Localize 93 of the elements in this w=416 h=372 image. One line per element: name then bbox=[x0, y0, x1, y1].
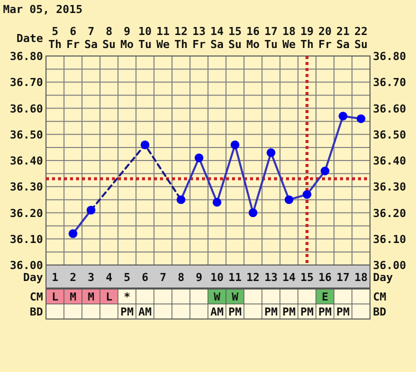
text: PM bbox=[282, 306, 296, 318]
text: PM bbox=[300, 306, 314, 318]
x-tick-label: 16 bbox=[318, 271, 332, 284]
x2-tick-label: 22 Su bbox=[354, 25, 368, 51]
x2-tick-label: 20 Fr bbox=[318, 25, 332, 51]
y-tick-label: 36.70 bbox=[10, 76, 43, 90]
y2-tick-label: 36.70 bbox=[373, 76, 406, 90]
x-tick-label: 1 bbox=[52, 271, 59, 284]
text: M bbox=[70, 290, 76, 304]
y2-tick-label: 36.60 bbox=[373, 102, 406, 116]
x2-tick-label: 15 Su bbox=[228, 25, 242, 51]
y-tick-label: 36.40 bbox=[10, 154, 43, 168]
x2-axis-title: Date bbox=[16, 32, 44, 45]
y2-tick-label: 36.80 bbox=[373, 50, 406, 63]
text: AM bbox=[210, 306, 224, 318]
y2-tick-label: CM bbox=[373, 290, 387, 304]
y2-tick-label: 36.00 bbox=[373, 259, 406, 272]
x-tick-label: 12 bbox=[246, 271, 260, 284]
x2-tick-label: 18 We bbox=[282, 25, 296, 51]
y2-tick-label: 36.20 bbox=[373, 206, 406, 220]
text: PM bbox=[228, 306, 242, 318]
x-tick-label: 9 bbox=[196, 271, 202, 284]
y-tick-label: 36.60 bbox=[10, 102, 43, 116]
text: PM bbox=[120, 306, 134, 318]
point bbox=[266, 148, 276, 158]
x-tick-label: 18 bbox=[354, 271, 368, 284]
x2-tick-label: 13 Fr bbox=[192, 25, 206, 51]
text: * bbox=[124, 290, 130, 304]
x-tick-label: 4 bbox=[106, 271, 113, 284]
y2-tick-label: BD bbox=[373, 306, 387, 318]
point bbox=[302, 190, 312, 199]
x-axis-title: Day bbox=[23, 271, 44, 284]
x-tick-label: 10 bbox=[210, 271, 224, 284]
text: L bbox=[106, 290, 112, 304]
text: PM bbox=[336, 306, 350, 318]
text: L bbox=[52, 290, 58, 304]
text: Day bbox=[373, 271, 393, 284]
point bbox=[140, 140, 150, 150]
text: W bbox=[214, 290, 220, 304]
x-tick-label: 6 bbox=[142, 271, 149, 284]
x2-tick-label: 11 We bbox=[156, 25, 170, 51]
x2-tick-label: 19 Th bbox=[300, 25, 314, 51]
x2-tick-label: 9 Mo bbox=[120, 25, 134, 51]
x2-tick-label: 14 Sa bbox=[210, 25, 224, 51]
x-tick-label: 13 bbox=[264, 271, 278, 284]
y-tick-label: 36.20 bbox=[10, 206, 43, 220]
x-tick-label: 7 bbox=[160, 271, 166, 284]
point bbox=[86, 206, 96, 214]
x-tick-label: 14 bbox=[282, 271, 296, 284]
x2-tick-label: 16 Mo bbox=[246, 25, 260, 51]
x-tick-label: 3 bbox=[88, 271, 94, 284]
text: PM bbox=[318, 306, 332, 318]
x2-tick-label: 7 Sa bbox=[84, 25, 98, 51]
x-tick-label: 5 bbox=[124, 271, 130, 284]
text: M bbox=[88, 290, 94, 304]
y-tick-label: 36.30 bbox=[10, 180, 43, 194]
x2-tick-label: 5 Th bbox=[48, 25, 62, 51]
point bbox=[194, 154, 204, 162]
point bbox=[248, 208, 258, 218]
x2-tick-label: 21 Sa bbox=[336, 25, 350, 51]
y2-tick-label: 36.50 bbox=[373, 128, 406, 142]
x2-tick-label: 10 Tu bbox=[138, 25, 152, 51]
y-tick-label: 36.10 bbox=[10, 232, 43, 246]
x2-tick-label: 6 Fr bbox=[66, 25, 80, 51]
point bbox=[356, 114, 366, 124]
y2-tick-label: 36.10 bbox=[373, 232, 406, 246]
y2-tick-label: 36.40 bbox=[373, 154, 406, 168]
text: PM bbox=[264, 306, 278, 318]
x-tick-label: 15 bbox=[300, 271, 314, 284]
point bbox=[230, 140, 240, 150]
point bbox=[338, 112, 348, 120]
y-tick-label: BD bbox=[30, 306, 44, 318]
point bbox=[284, 195, 294, 204]
x-tick-label: 11 bbox=[228, 271, 242, 284]
point bbox=[68, 229, 78, 238]
text: W bbox=[232, 290, 238, 304]
x-tick-label: 8 bbox=[178, 271, 184, 284]
chart-title: Mar 05, 2015 bbox=[3, 3, 82, 16]
y-tick-label: 36.50 bbox=[10, 128, 43, 142]
point bbox=[176, 195, 186, 204]
x2-tick-label: 8 Su bbox=[102, 25, 116, 51]
x-tick-label: 2 bbox=[70, 271, 76, 284]
x2-tick-label: 12 Th bbox=[174, 25, 188, 51]
y-tick-label: CM bbox=[30, 290, 44, 304]
x-tick-label: 17 bbox=[336, 271, 350, 284]
y-tick-label: 36.00 bbox=[10, 259, 43, 272]
point bbox=[320, 166, 330, 176]
x2-tick-label: 17 Tu bbox=[264, 25, 278, 51]
y2-tick-label: 36.30 bbox=[373, 180, 406, 194]
text: AM bbox=[138, 306, 152, 318]
point bbox=[212, 198, 222, 207]
y-tick-label: 36.80 bbox=[10, 50, 43, 63]
text: E bbox=[322, 290, 328, 304]
